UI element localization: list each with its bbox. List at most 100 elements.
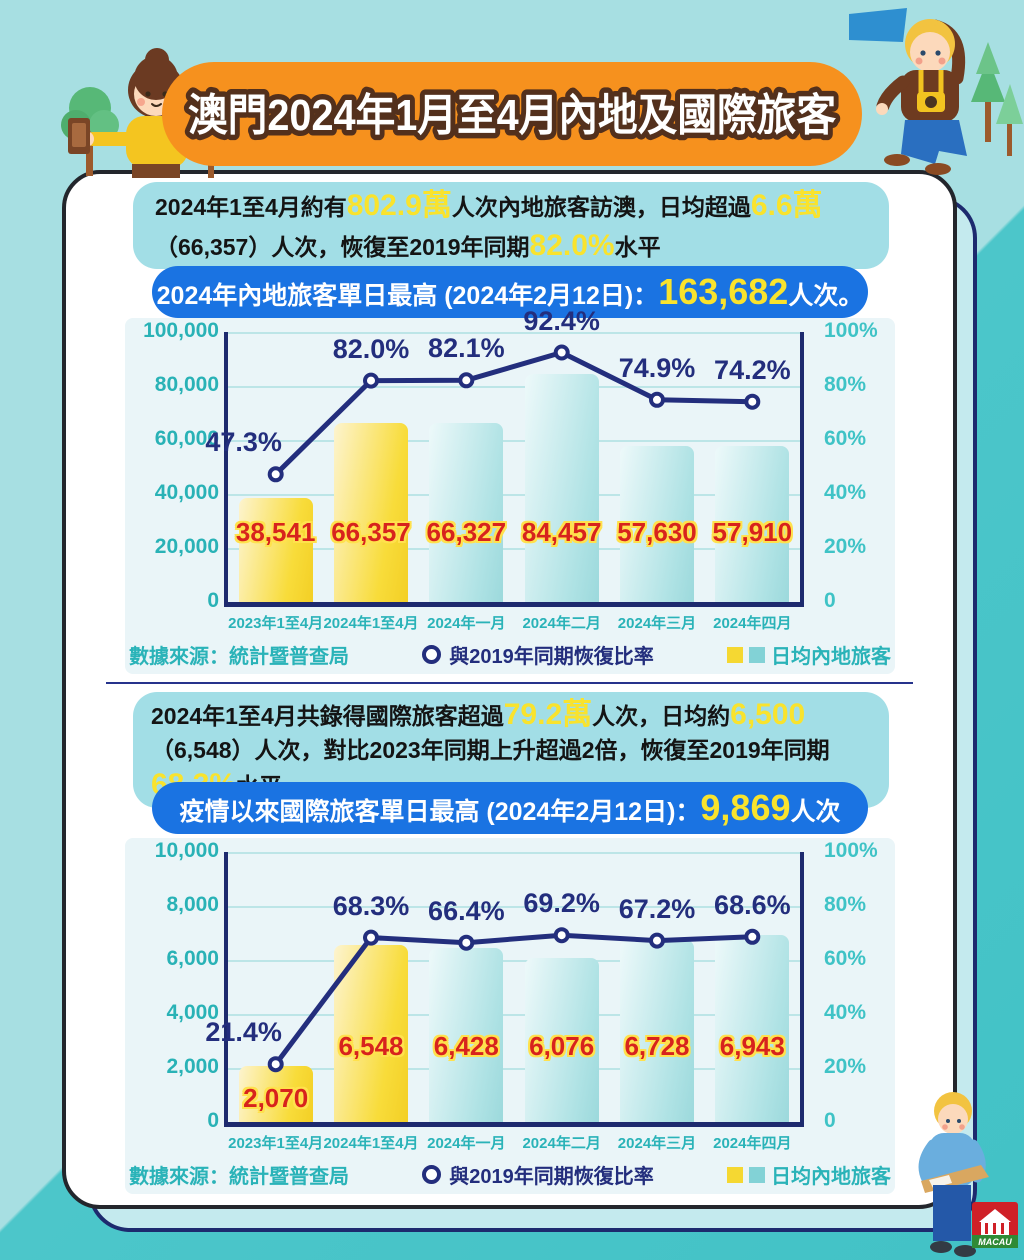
bar-value-label: 6,548 <box>338 1031 404 1062</box>
gridline <box>228 1068 800 1070</box>
x-axis-label: 2024年1至4月 <box>323 615 419 632</box>
y-axis-label-right: 80% <box>824 893 867 916</box>
line-point-label: 47.3% <box>205 427 282 458</box>
y-axis-label-left: 100,000 <box>143 319 219 342</box>
y-axis-label-left: 6,000 <box>166 947 219 970</box>
text-segment: 79.2萬 <box>503 698 593 731</box>
recovery-rate-line <box>267 927 761 1073</box>
bar-value-label: 57,910 <box>712 516 793 547</box>
line-point-label: 68.3% <box>332 890 410 921</box>
main-card: 2024年1至4月約有802.9萬人次內地旅客訪澳，日均超過6.6萬 （66,35… <box>62 170 957 1209</box>
y-axis-label-right: 20% <box>824 1055 867 1078</box>
flag-icon <box>849 8 907 42</box>
tree-icon <box>996 84 1023 156</box>
text-segment: （6,548）人次，對比2023年同期上升超過2倍，恢復至2019年同期 <box>151 736 830 763</box>
line-point-label: 82.1% <box>428 333 505 364</box>
bar-value-label: 6,943 <box>719 1031 785 1062</box>
x-axis-label: 2023年1至4月 <box>228 615 324 632</box>
x-axis-label: 2024年三月 <box>617 615 697 632</box>
bar-legend: 日均內地旅客 <box>727 1160 891 1189</box>
svg-text:澳門2024年1月至4月內地及國際旅客: 澳門2024年1月至4月內地及國際旅客 <box>188 91 836 140</box>
gridline <box>228 906 800 908</box>
line-point-label: 68.6% <box>714 889 791 920</box>
mgto-logo: MACAU <box>972 1202 1018 1248</box>
y-axis-label-right: 60% <box>824 947 867 970</box>
text-segment: 2024年1至4月共錄得國際旅客超過 <box>151 703 504 729</box>
bar <box>429 422 504 602</box>
bar <box>620 940 694 1122</box>
tree-icon <box>971 42 1005 142</box>
line-point-label: 82.0% <box>332 333 410 364</box>
line-marker-icon <box>422 1165 442 1184</box>
line-point-label: 74.2% <box>714 354 791 385</box>
x-axis-label: 2024年一月 <box>427 1135 506 1152</box>
bar <box>524 373 599 602</box>
line-point-label: 69.2% <box>523 888 600 919</box>
international-daily-record-text: 疫情以來國際旅客單日最高 (2024年2月12日)：9,869人次 <box>179 787 840 829</box>
bar <box>524 957 599 1122</box>
section-divider <box>106 682 913 684</box>
x-axis-label: 2024年三月 <box>617 1135 697 1152</box>
page-title: 澳門2024年1月至4月內地及國際旅客 <box>183 86 842 146</box>
international-chart-legend: 數據來源：統計暨普查局 與2019年同期恢復比率 日均內地旅客 <box>129 1160 891 1189</box>
y-axis-label-left: 40,000 <box>154 481 219 504</box>
y-axis-label-left: 4,000 <box>166 1001 219 1024</box>
y-axis-label-right: 100% <box>824 319 878 342</box>
bar <box>715 445 790 602</box>
recovery-rate-line <box>267 344 761 483</box>
y-axis-label-right: 20% <box>824 535 867 558</box>
text-segment: 人次。 <box>788 282 864 310</box>
text-segment: 9,869 <box>700 787 791 828</box>
text-segment: 6,500 <box>730 698 806 731</box>
text-segment: 163,682 <box>658 271 789 312</box>
mainland-chart-legend: 數據來源：統計暨普查局 與2019年同期恢復比率 日均內地旅客 <box>129 640 891 669</box>
y-axis-label-left: 10,000 <box>154 839 219 862</box>
y-axis-label-left: 0 <box>207 1109 219 1132</box>
line-legend: 與2019年同期恢復比率 <box>422 1160 654 1189</box>
bar-legend-label: 日均內地旅客 <box>771 646 891 668</box>
text-segment: 疫情以來國際旅客單日最高 (2024年2月12日)： <box>179 798 701 826</box>
y-axis-label-left: 2,000 <box>166 1055 219 1078</box>
mainland-visitors-chart: 100,000 100% 80,000 80% 60,000 60% 40,000 40% 20… <box>125 306 895 638</box>
bar-value-label: 6,428 <box>433 1031 499 1062</box>
bar-value-label: 2,070 <box>243 1082 309 1113</box>
y-axis-label-left: 8,000 <box>166 893 219 916</box>
bar-value-label: 6,728 <box>624 1031 690 1062</box>
bar-legend: 日均內地旅客 <box>727 640 891 669</box>
x-axis-label: 2024年二月 <box>522 615 601 632</box>
yellow-swatch-icon <box>727 646 743 663</box>
gridline <box>228 386 800 388</box>
y-axis-label-left: 0 <box>207 589 219 612</box>
bar-value-label: 6,076 <box>529 1031 595 1062</box>
mainland-summary-box: 2024年1至4月約有802.9萬人次內地旅客訪澳，日均超過6.6萬 （66,35… <box>133 182 889 270</box>
bar <box>334 945 408 1122</box>
title-banner: 澳門2024年1月至4月內地及國際旅客 <box>162 62 862 166</box>
y-axis-label-right: 40% <box>824 1001 867 1024</box>
bar-value-label: 66,327 <box>426 516 507 547</box>
gridline <box>228 440 800 442</box>
text-segment: 人次 <box>790 798 841 826</box>
y-axis-label-left: 60,000 <box>154 427 219 450</box>
line-point-label: 92.4% <box>523 305 600 336</box>
x-axis-label: 2024年四月 <box>713 615 792 632</box>
x-axis-label: 2023年1至4月 <box>228 1135 324 1152</box>
text-segment: 2024年內地旅客單日最高 (2024年2月12日)： <box>156 282 659 310</box>
text-segment: 802.9萬 <box>346 189 452 222</box>
line-point-label: 66.4% <box>428 895 505 926</box>
bar-legend-label: 日均內地旅客 <box>771 1166 891 1188</box>
mainland-daily-record-text: 2024年內地旅客單日最高 (2024年2月12日)：163,682人次。 <box>157 271 864 313</box>
y-axis-label-right: 60% <box>824 427 867 450</box>
text-segment: 2024年1至4月約有 <box>155 194 347 220</box>
x-axis-label: 2024年四月 <box>713 1135 792 1152</box>
bar-value-label: 38,541 <box>235 516 316 547</box>
line-point-label: 21.4% <box>205 1017 282 1048</box>
x-axis-label: 2024年二月 <box>522 1135 601 1152</box>
data-source-label: 數據來源：統計暨普查局 <box>129 646 349 668</box>
gridline <box>228 960 800 962</box>
bar <box>334 422 408 602</box>
bar <box>715 934 790 1122</box>
y-axis-label-right: 100% <box>824 839 878 862</box>
y-axis-label-left: 80,000 <box>154 373 219 396</box>
y-axis-label-right: 0 <box>824 589 836 612</box>
yellow-swatch-icon <box>727 1166 743 1183</box>
